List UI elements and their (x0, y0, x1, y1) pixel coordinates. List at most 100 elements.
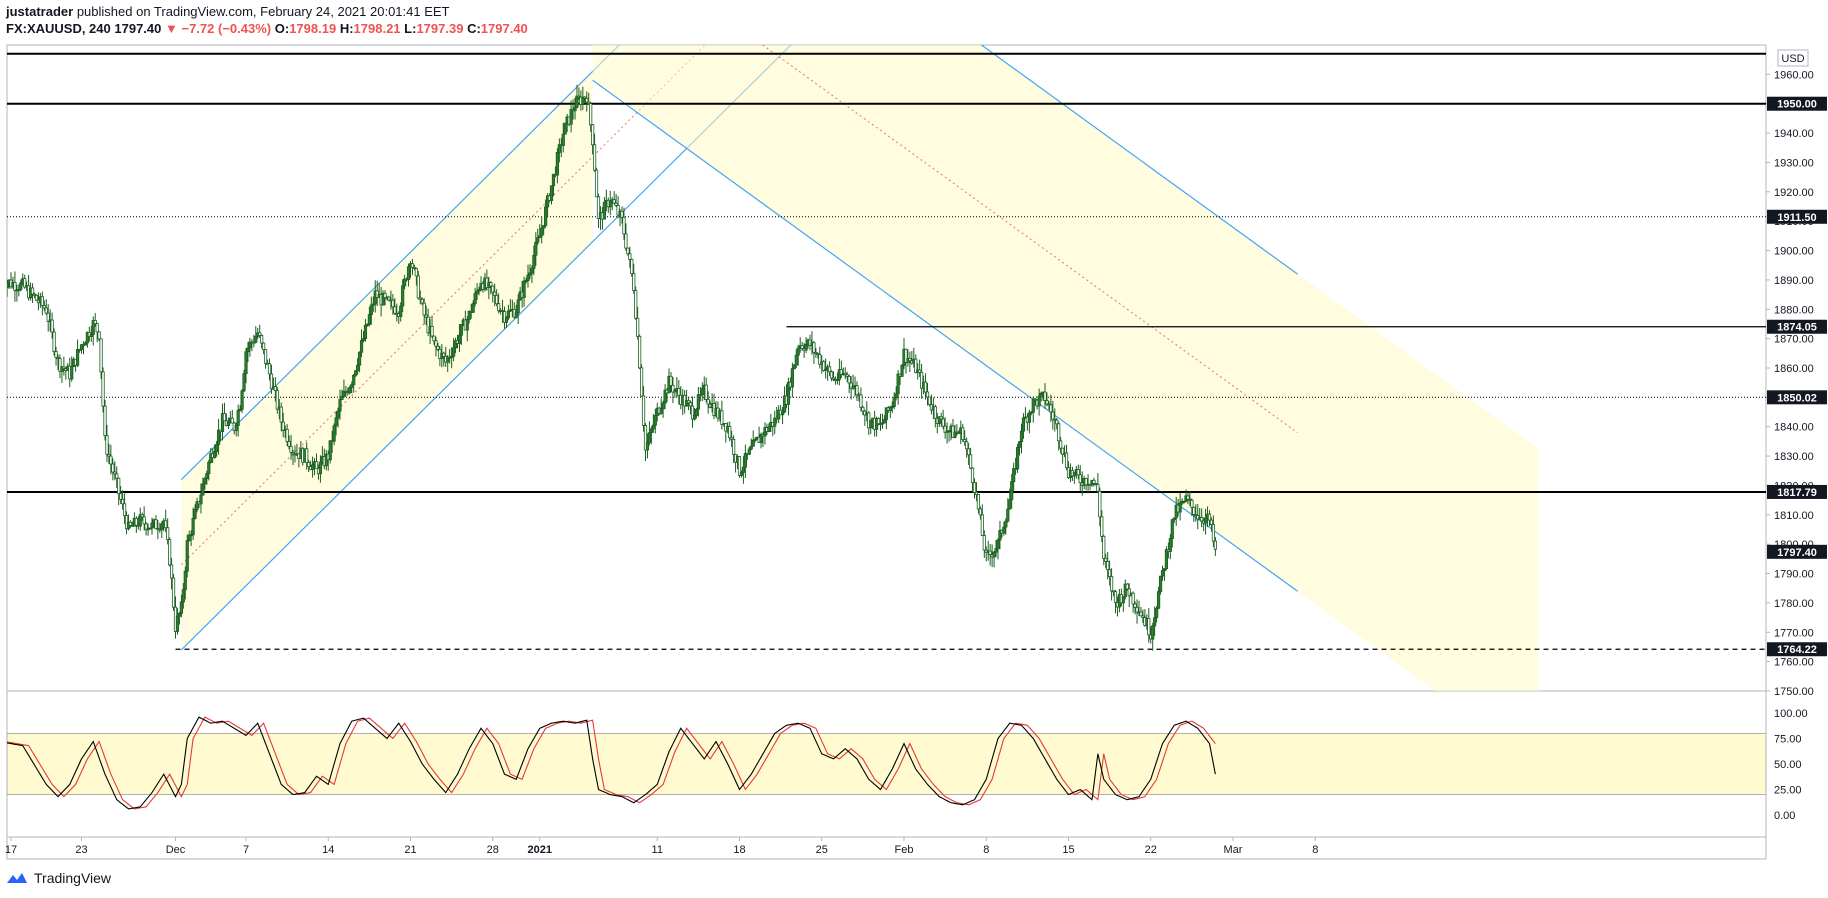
candle (258, 324, 262, 338)
candle (19, 279, 23, 292)
candle-body (514, 312, 518, 318)
candle-body (1051, 411, 1055, 420)
candle (361, 331, 366, 343)
candle (412, 264, 417, 271)
candle (1015, 443, 1020, 473)
candle (40, 291, 44, 316)
candle-body (976, 494, 981, 510)
candle-body (896, 373, 900, 395)
candle-body (1002, 526, 1006, 534)
candle (628, 246, 632, 268)
candle-body (628, 253, 632, 260)
candle (549, 185, 554, 205)
candle (638, 334, 642, 370)
candle (357, 351, 362, 373)
price-tick-label: 1870.00 (1774, 334, 1814, 346)
candle (203, 476, 207, 490)
candle (1155, 605, 1159, 623)
candle-body (287, 441, 291, 447)
time-tick-label: 28 (487, 844, 499, 856)
candle-body (1200, 517, 1204, 522)
candle-body (1006, 508, 1010, 522)
candle (1162, 568, 1167, 581)
candle (767, 423, 771, 433)
currency-badge[interactable] (1777, 49, 1809, 67)
candle-body (352, 374, 356, 386)
candle (46, 304, 50, 332)
candle (978, 506, 982, 520)
candle (348, 385, 352, 395)
candle-body (50, 319, 54, 333)
candle (169, 558, 174, 590)
candle-body (412, 266, 417, 269)
candle (420, 297, 424, 306)
candle (643, 423, 648, 462)
candle-body (669, 375, 673, 386)
candle-body (1078, 474, 1082, 484)
level-tag-1911.5: 1911.50 (1767, 209, 1827, 224)
candle-body (371, 303, 375, 306)
candle-body (620, 210, 624, 218)
candle (246, 341, 250, 363)
candle (103, 399, 107, 441)
candle (164, 509, 168, 533)
price-tick-label: 1960.00 (1774, 69, 1814, 81)
candle (1061, 447, 1065, 464)
level-tag-bg (1767, 209, 1827, 224)
time-axis[interactable] (6, 836, 1767, 860)
candle-body (356, 364, 360, 372)
candle-body (226, 421, 230, 427)
candle-body (1156, 591, 1161, 609)
candle-body (753, 439, 757, 441)
candle (1153, 606, 1157, 636)
symbol-name[interactable]: FX:XAUUSD, 240 (6, 21, 111, 36)
candle-body (972, 482, 977, 493)
candle-body (634, 290, 638, 319)
price-axis[interactable] (1766, 45, 1828, 837)
candle-body (720, 410, 724, 425)
candle (835, 372, 840, 385)
candle (215, 440, 219, 457)
candle (739, 470, 744, 478)
candle-body (1160, 570, 1165, 577)
candle (690, 396, 695, 428)
candle-body (908, 358, 912, 362)
candle-body (95, 323, 99, 333)
candle (471, 300, 475, 313)
candle (592, 133, 597, 172)
candle (340, 389, 344, 401)
candle (457, 324, 462, 353)
candle (328, 440, 332, 464)
candle-body (1037, 395, 1041, 407)
candle-body (500, 310, 505, 312)
levels-layer (7, 52, 1766, 650)
candle-body (424, 314, 428, 318)
candle-body (267, 363, 272, 375)
candle (1172, 517, 1176, 524)
candle (1125, 583, 1129, 591)
candle-body (824, 368, 828, 371)
candle (1211, 515, 1216, 547)
candle (4, 274, 6, 294)
candle-body (549, 185, 554, 201)
candle (1072, 471, 1076, 484)
candle-body (473, 293, 477, 304)
candle (291, 449, 295, 466)
candle (982, 530, 986, 558)
stoch-k-line (7, 716, 1216, 810)
candle-body (636, 317, 640, 337)
candle (896, 370, 900, 405)
candle-body (538, 235, 542, 239)
author-name[interactable]: justatrader (6, 4, 74, 19)
candle (138, 507, 142, 531)
candle (1047, 401, 1051, 410)
candle (829, 370, 834, 382)
high-label: H: (339, 21, 354, 36)
candle-body (279, 406, 283, 423)
candle-body (310, 464, 315, 470)
candle-body (199, 494, 203, 505)
candle-body (203, 478, 207, 485)
candle (381, 290, 385, 306)
candle-body (1008, 499, 1012, 510)
